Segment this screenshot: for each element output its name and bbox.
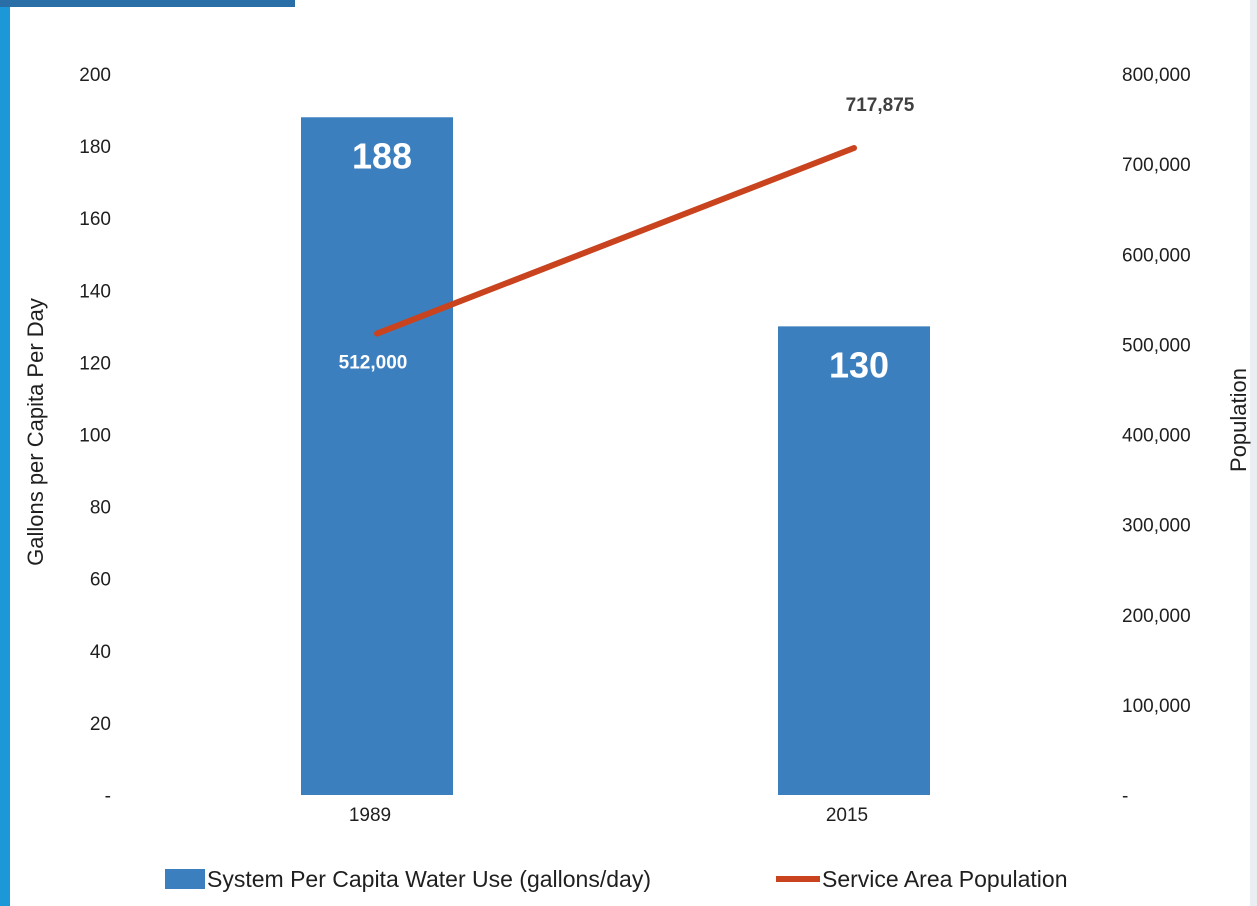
legend-swatch-bar (165, 869, 205, 889)
x-axis-ticks: 1989 2015 (349, 805, 868, 826)
y2-tick-label: 300,000 (1122, 516, 1191, 537)
y2-tick-label: 400,000 (1122, 426, 1191, 447)
population-line (374, 145, 857, 337)
frame-right-edge (1250, 0, 1257, 906)
y2-tick-label: 100,000 (1122, 696, 1191, 717)
y-axis-title: Gallons per Capita Per Day (23, 298, 48, 566)
x-tick-label: 1989 (349, 805, 391, 826)
y-tick-label: 80 (90, 498, 111, 519)
y2-tick-label: - (1122, 786, 1128, 807)
y-tick-label: 100 (79, 426, 111, 447)
bar-value-label: 130 (829, 344, 889, 385)
y-tick-label: 180 (79, 137, 111, 158)
y2-tick-label: 200,000 (1122, 606, 1191, 627)
y-tick-label: 200 (79, 65, 111, 86)
x-tick-label: 2015 (826, 805, 868, 826)
y-tick-label: - (105, 786, 111, 807)
line-series: 512,000 717,875 (339, 95, 915, 374)
y-tick-label: 40 (90, 642, 111, 663)
bar-series: 188 130 (301, 117, 930, 795)
bar-value-label: 188 (352, 135, 412, 176)
y2-tick-label: 500,000 (1122, 335, 1191, 356)
line-data-label: 717,875 (846, 95, 915, 116)
y-axis-ticks: - 20 40 60 80 100 120 140 160 180 200 (79, 65, 111, 807)
bar (778, 326, 930, 795)
y2-axis-title: Population (1226, 368, 1251, 472)
legend: System Per Capita Water Use (gallons/day… (165, 866, 1068, 892)
line-data-label: 512,000 (339, 353, 408, 374)
y-tick-label: 20 (90, 714, 111, 735)
y-tick-label: 160 (79, 209, 111, 230)
y-tick-label: 140 (79, 281, 111, 302)
y2-axis-ticks: - 100,000 200,000 300,000 400,000 500,000 600,… (1122, 65, 1191, 807)
frame-left-accent (0, 0, 10, 906)
y2-tick-label: 800,000 (1122, 65, 1191, 86)
y-tick-label: 120 (79, 353, 111, 374)
y2-tick-label: 700,000 (1122, 155, 1191, 176)
y2-tick-label: 600,000 (1122, 245, 1191, 266)
y-tick-label: 60 (90, 570, 111, 591)
frame-top-accent (0, 0, 295, 7)
legend-label-bar: System Per Capita Water Use (gallons/day… (207, 866, 651, 892)
legend-label-line: Service Area Population (822, 866, 1068, 892)
bar (301, 117, 453, 795)
